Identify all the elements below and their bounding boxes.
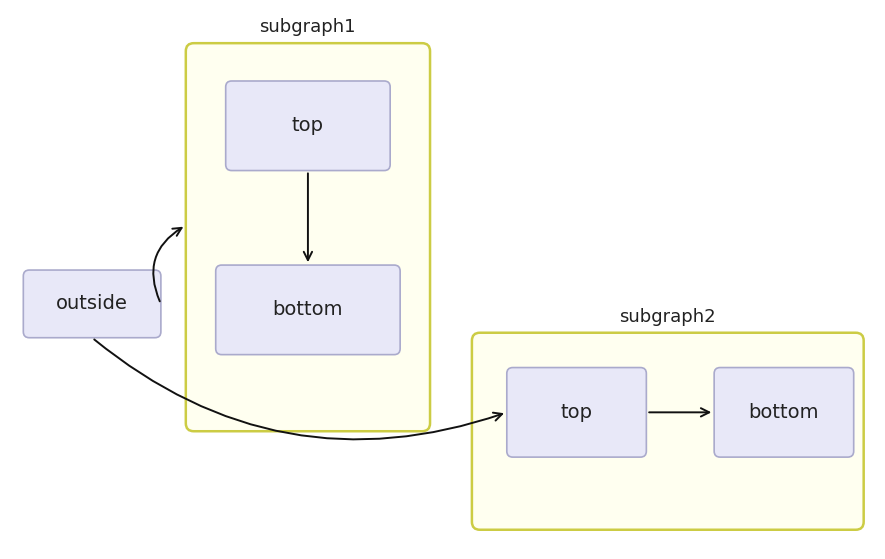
FancyBboxPatch shape xyxy=(226,81,390,170)
Text: top: top xyxy=(292,116,324,135)
FancyBboxPatch shape xyxy=(216,265,400,354)
Text: outside: outside xyxy=(56,295,128,314)
FancyBboxPatch shape xyxy=(472,333,864,530)
FancyArrowPatch shape xyxy=(153,228,181,301)
Text: bottom: bottom xyxy=(749,403,820,422)
Text: top: top xyxy=(560,403,593,422)
FancyArrowPatch shape xyxy=(95,339,502,439)
FancyBboxPatch shape xyxy=(507,368,646,457)
Text: bottom: bottom xyxy=(273,300,343,319)
FancyBboxPatch shape xyxy=(186,43,430,431)
FancyArrowPatch shape xyxy=(649,408,709,416)
FancyBboxPatch shape xyxy=(714,368,854,457)
Text: subgraph1: subgraph1 xyxy=(259,18,356,36)
Text: subgraph2: subgraph2 xyxy=(619,308,716,326)
FancyArrowPatch shape xyxy=(304,173,312,260)
FancyBboxPatch shape xyxy=(23,270,161,338)
